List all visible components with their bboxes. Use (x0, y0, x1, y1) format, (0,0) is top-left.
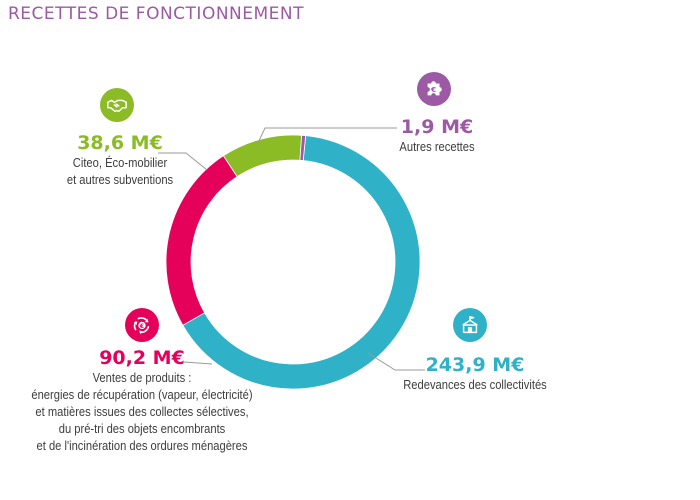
desc-redevances-line-1: Redevances des collectivités (403, 377, 547, 392)
leader-line-citeo (158, 152, 208, 171)
recycle-euro-icon: € (125, 308, 159, 342)
desc-ventes-line-4: du pré-tri des objets encombrants (58, 421, 226, 436)
desc-ventes-line-1: Ventes de produits : (92, 370, 192, 385)
value-autres: 1,9 M€ (400, 116, 474, 138)
value-redevances: 243,9 M€ (425, 354, 525, 376)
desc-citeo-line-1: Citeo, Éco-mobilier (72, 155, 168, 170)
desc-ventes-line-3: et matières issues des collectes sélecti… (35, 404, 249, 419)
desc-ventes-line-2: énergies de récupération (vapeur, électr… (31, 387, 253, 402)
desc-citeo-line-2: et autres subventions (66, 172, 174, 187)
svg-text:€: € (430, 85, 436, 94)
slice-citeo (222, 134, 303, 178)
label-ventes: 90,2 M€ Ventes de produits : énergies de… (0, 347, 284, 454)
label-redevances: 243,9 M€ Redevances des collectivités (390, 354, 560, 393)
puzzle-euro-icon: € (417, 72, 451, 106)
svg-text:€: € (139, 323, 144, 330)
label-citeo: 38,6 M€ Citeo, Éco-mobilier et autres su… (30, 132, 210, 188)
leader-line-ventes (183, 361, 213, 365)
building-icon (453, 308, 487, 342)
value-citeo: 38,6 M€ (77, 132, 163, 154)
slice-autres (299, 134, 307, 161)
chart-title: RECETTES DE FONCTIONNEMENT (8, 4, 305, 24)
value-ventes: 90,2 M€ (99, 347, 185, 369)
handshake-icon (100, 88, 134, 122)
label-autres: 1,9 M€ Autres recettes (372, 116, 502, 155)
desc-autres-line-1: Autres recettes (399, 139, 475, 154)
desc-ventes-line-5: et de l'incinération des ordures ménagèr… (36, 438, 248, 453)
slice-redevances (182, 135, 421, 390)
leader-line-autres (256, 127, 397, 146)
leader-line-redevances (367, 352, 425, 371)
